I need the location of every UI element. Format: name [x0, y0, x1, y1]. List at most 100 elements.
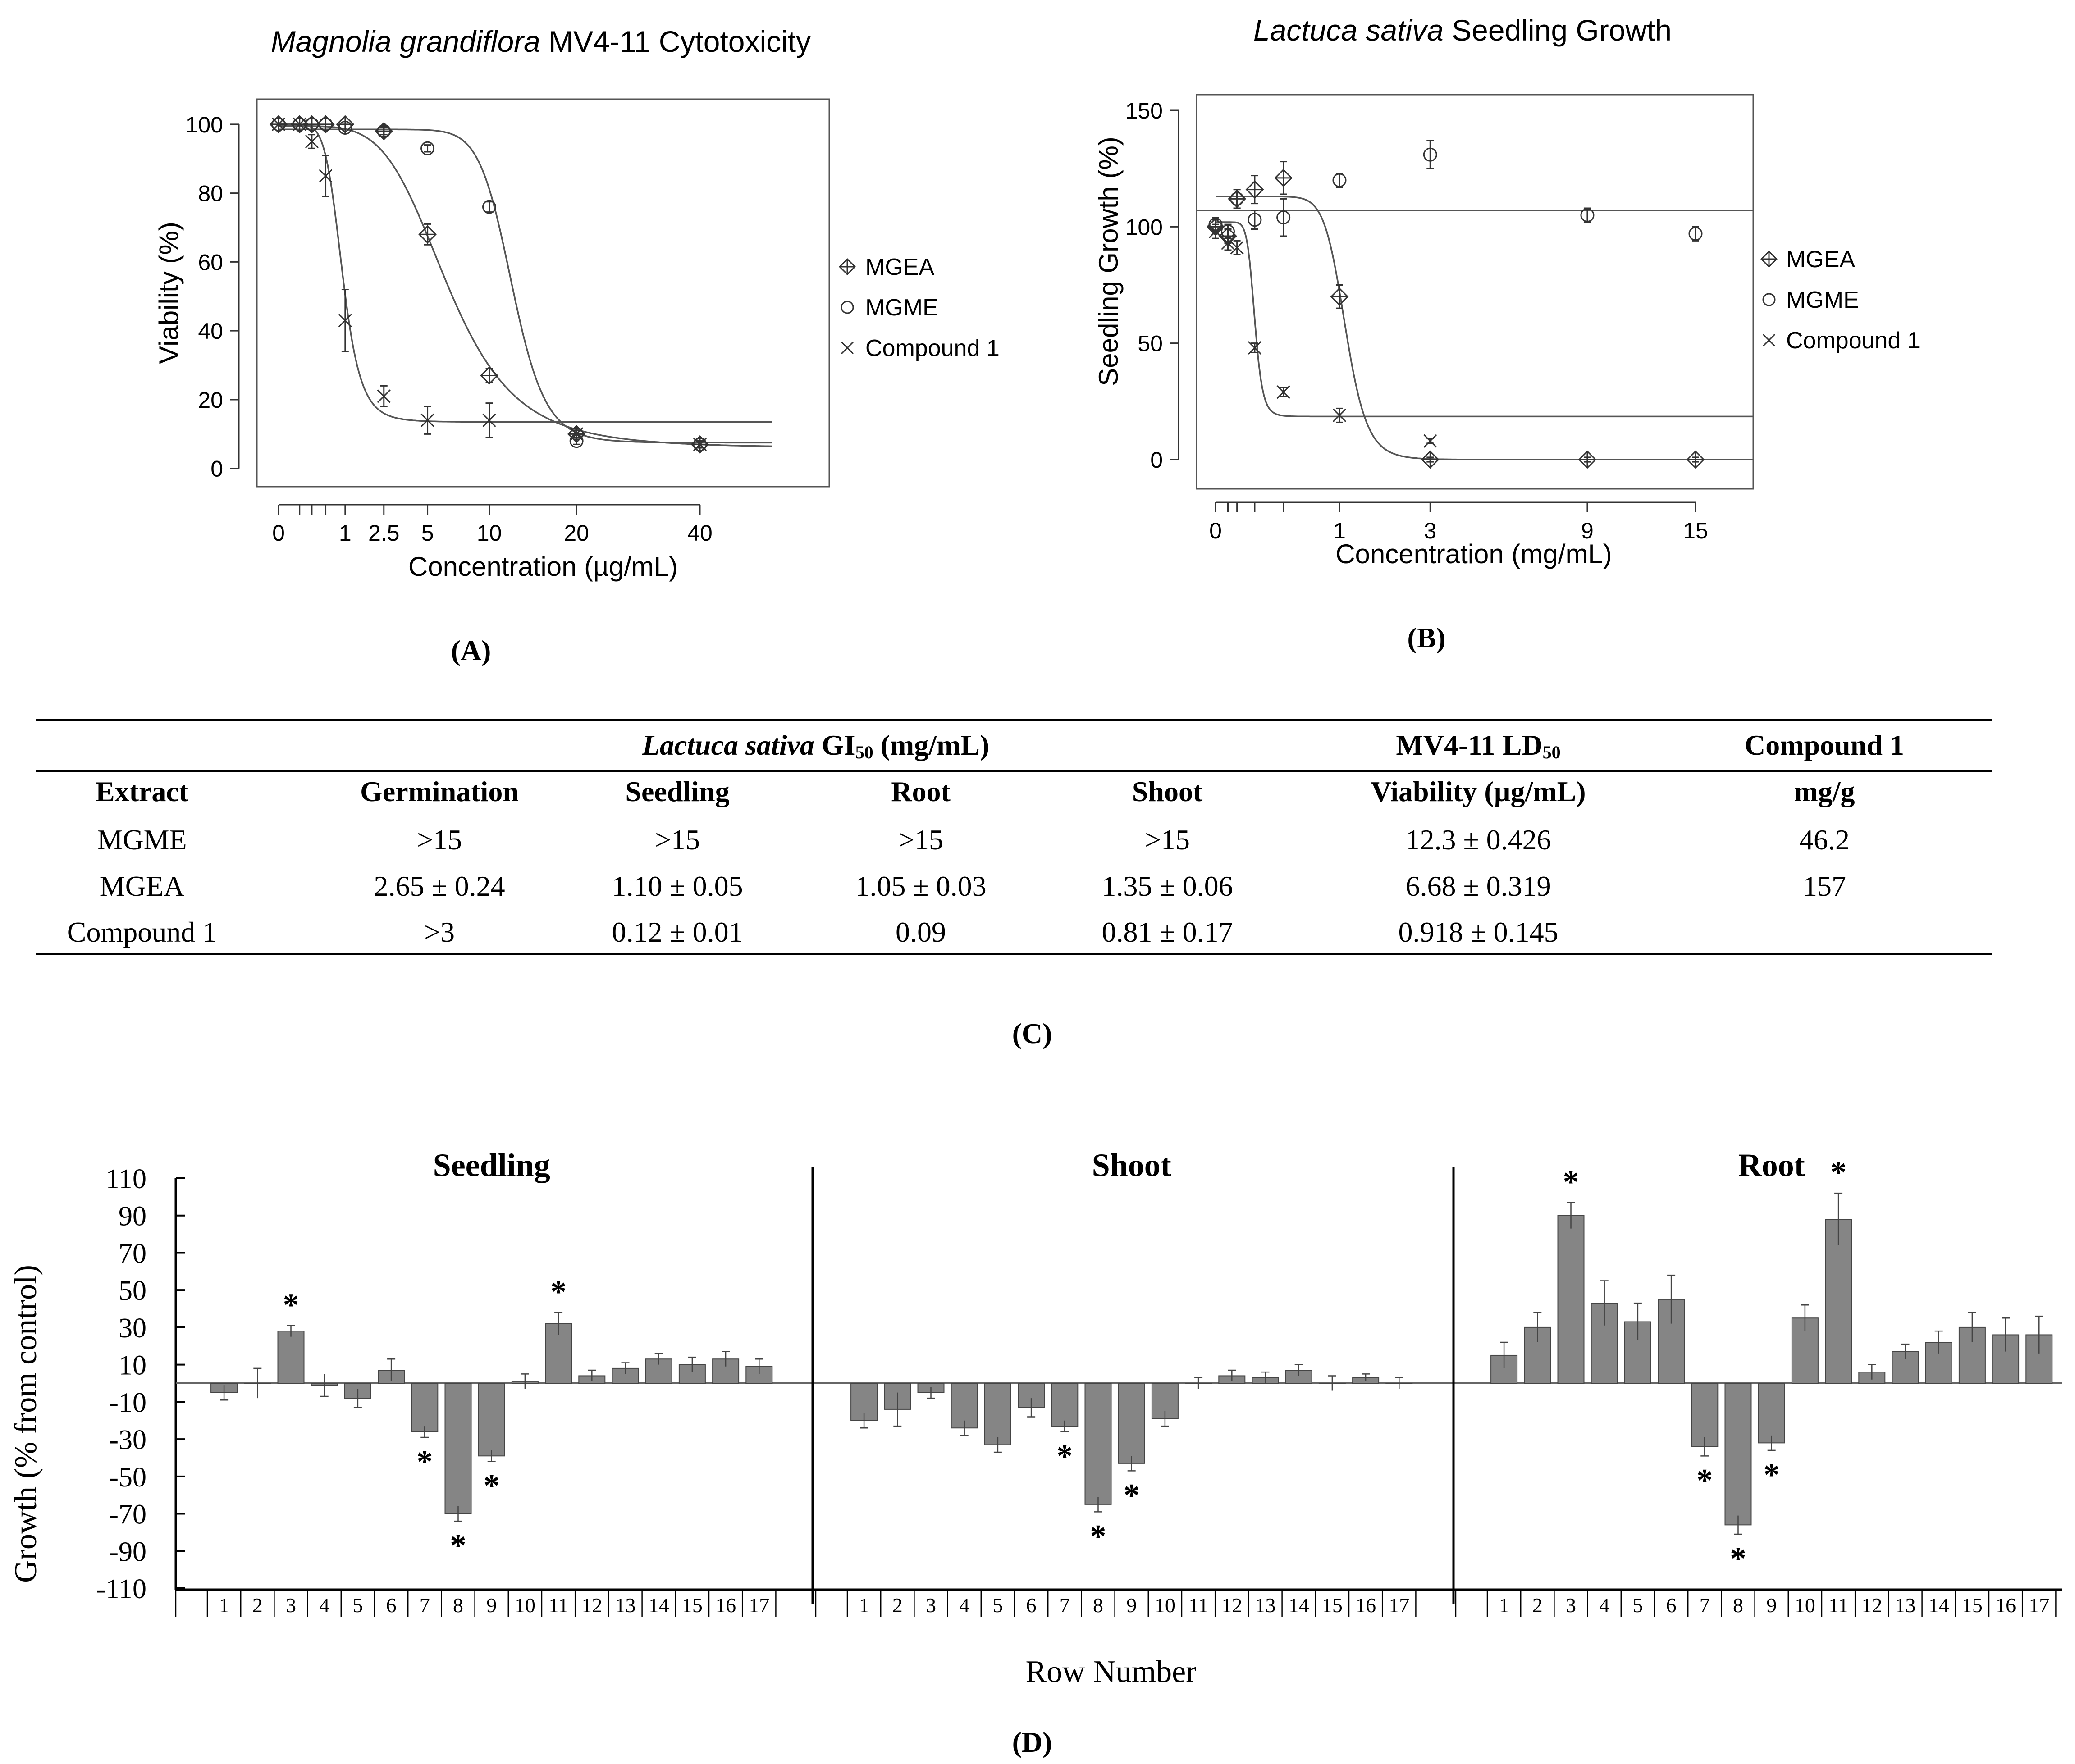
marker-x	[570, 427, 584, 441]
x-category-label: 15	[1962, 1594, 1983, 1617]
marker-circle	[1688, 227, 1703, 241]
x-category-label: 1	[219, 1594, 229, 1617]
marker-x	[1332, 408, 1347, 422]
table-cell: >15	[1145, 824, 1190, 856]
error-bar	[960, 1420, 969, 1436]
table-row-label: Compound 1	[67, 916, 217, 948]
x-category-label: 7	[420, 1594, 430, 1617]
table-cell: >3	[424, 916, 455, 948]
x-tick-label: 40	[687, 520, 713, 546]
x-category-label: 11	[1828, 1594, 1848, 1617]
error-bar	[1600, 1280, 1609, 1326]
marker-x	[338, 314, 352, 328]
table-header-seedling: Seedling	[625, 775, 729, 807]
error-bar	[588, 1369, 596, 1381]
x-category-label: 1	[859, 1594, 869, 1617]
error-bar	[860, 1413, 868, 1429]
error-bar	[454, 1506, 462, 1522]
marker-circle	[841, 301, 854, 314]
x-category-label: 6	[1666, 1594, 1677, 1617]
x-tick-label: 3	[1424, 518, 1436, 543]
error-bar	[1934, 1330, 1943, 1354]
error-bar	[2002, 1317, 2010, 1352]
subpanel-shoot: Shoot * * *	[850, 1147, 1413, 1554]
marker-circle	[305, 117, 319, 132]
marker-circle	[377, 124, 391, 138]
marker-x	[1248, 341, 1262, 355]
error-bar	[1228, 1369, 1236, 1381]
panel-b-data-points	[1206, 140, 1705, 469]
marker-x	[271, 117, 286, 131]
error-bar	[1328, 1375, 1336, 1391]
marker-x	[305, 134, 319, 149]
point-mgea	[480, 366, 498, 385]
x-category-label: 10	[1795, 1594, 1815, 1617]
x-category-label: 5	[1632, 1594, 1643, 1617]
table-cell: 6.68 ± 0.319	[1405, 870, 1551, 902]
x-category-label: 8	[1093, 1594, 1103, 1617]
error-bar	[1280, 198, 1287, 237]
point-mgme	[1230, 191, 1244, 206]
marker-diamond	[1578, 450, 1597, 469]
x-tick-label: 9	[1581, 518, 1594, 543]
marker-circle	[1230, 191, 1244, 206]
point-mgme	[482, 200, 496, 214]
significance-star: *	[1124, 1477, 1140, 1513]
error-bar	[1734, 1515, 1742, 1535]
error-bar	[993, 1437, 1002, 1453]
panel-d-x-axis: 1 2 3 4 5 6 7 8 9 10 11 12 13 14 15 16 17 1 2 3 4 5 6 7 8 9 10 11 12…	[175, 1588, 2062, 1617]
table-cell: 12.3 ± 0.426	[1405, 824, 1551, 856]
significance-star: *	[484, 1468, 500, 1504]
x-tick-label: 0	[1209, 518, 1222, 543]
significance-star: *	[1056, 1438, 1073, 1474]
bar-root-row-8	[1724, 1383, 1752, 1526]
x-category-label: 14	[1929, 1594, 1949, 1617]
marker-x	[1230, 241, 1244, 255]
subpanel-root: Root * * * * *	[1490, 1147, 2053, 1577]
fit-curve-compound-1	[1216, 221, 1753, 418]
error-bar	[1027, 1398, 1036, 1418]
y-tick-label: 90	[119, 1201, 146, 1232]
marker-diamond	[838, 258, 856, 276]
panel-b: Lactuca sativa Seedling Growth 050100150…	[1093, 14, 1920, 654]
error-bar	[1395, 1377, 1403, 1389]
x-category-label: 4	[959, 1594, 969, 1617]
x-category-label: 7	[1060, 1594, 1070, 1617]
table-cell: 157	[1803, 870, 1846, 902]
point-compound-1	[570, 427, 584, 441]
fit-curve-mgea	[279, 125, 772, 447]
panel-d-y-axis: 110 90 70 50 30 10 -10 -30 -50 -70 -90 -110	[96, 1164, 185, 1604]
y-tick-label: 20	[198, 387, 223, 413]
error-bar	[1968, 1312, 1976, 1342]
error-bar	[688, 1356, 696, 1372]
y-tick-label: 50	[1138, 331, 1163, 356]
panel-b-fit-curves	[1197, 196, 1753, 460]
table-header-viability-g-ml-: Viability (µg/mL)	[1371, 775, 1586, 807]
point-compound-1	[482, 413, 496, 427]
subpanel-title-root: Root	[1738, 1147, 1805, 1183]
panel-b-x-label: Concentration (mg/mL)	[1335, 539, 1612, 569]
error-bar	[1567, 1202, 1575, 1229]
marker-diamond	[1330, 287, 1349, 306]
x-category-label: 15	[1322, 1594, 1343, 1617]
table-cell: 1.35 ± 0.06	[1101, 870, 1233, 902]
panel-b-y-axis: 0 50 100 150	[1125, 98, 1179, 473]
x-category-label: 8	[453, 1594, 463, 1617]
x-tick-label: 1	[339, 520, 352, 546]
marker-circle	[1762, 293, 1776, 306]
y-tick-label: -90	[109, 1536, 146, 1567]
error-bar	[387, 1358, 396, 1381]
error-bar	[485, 201, 493, 213]
point-compound-1	[305, 134, 319, 149]
point-mgea	[1578, 450, 1597, 469]
bar-shoot-row-8	[1084, 1383, 1112, 1505]
bar-root-row-3	[1557, 1215, 1585, 1384]
panel-a-legend: MGEA MGME Compound 1	[838, 254, 1000, 361]
table-cell: 1.10 ± 0.05	[612, 870, 743, 902]
bar-root-row-4	[1591, 1303, 1618, 1384]
error-bar	[521, 1373, 529, 1389]
point-compound-1	[420, 413, 434, 427]
x-category-label: 10	[1155, 1594, 1175, 1617]
marker-x	[1423, 434, 1437, 448]
error-bar	[654, 1353, 663, 1365]
